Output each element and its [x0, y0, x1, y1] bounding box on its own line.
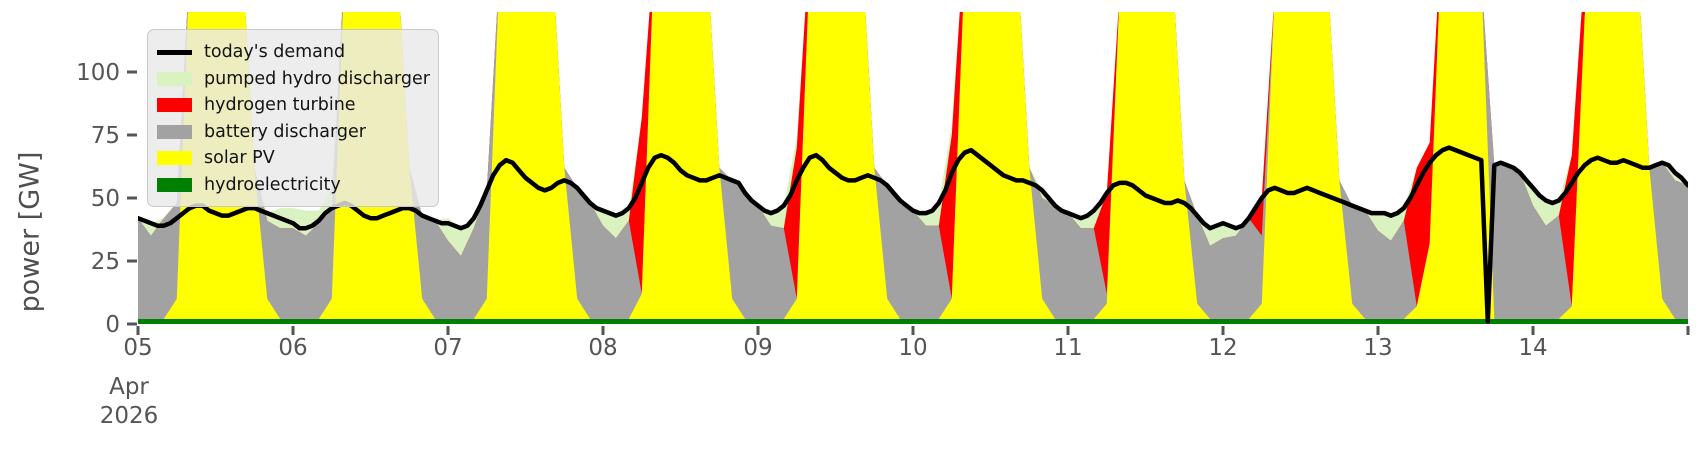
- x-tick-mark: [291, 326, 295, 335]
- axis-ticks: 0 25 50 75 100 05 06 07 08 09 10 11 12 13 14 Apr 2026: [76, 60, 1690, 429]
- legend-label: hydrogen turbine: [204, 95, 356, 116]
- legend-patch-swatch: [157, 151, 192, 166]
- legend-patch-swatch: [157, 71, 192, 86]
- legend-item-solar-pv: solar PV: [157, 145, 426, 172]
- x-tick-label: 05: [123, 335, 152, 361]
- y-tick-label: 100: [76, 60, 120, 86]
- x-tick-mark: [446, 326, 450, 335]
- area-solar-pv: [138, 12, 1688, 324]
- x-tick-label: 08: [588, 335, 617, 361]
- y-tick-mark: [127, 196, 137, 200]
- x-tick-label: 09: [743, 335, 772, 361]
- legend-item-hydroelectricity: hydroelectricity: [157, 172, 426, 199]
- legend-line-swatch: [157, 50, 192, 55]
- x-axis-month-label: Apr: [109, 374, 149, 400]
- y-tick-mark: [127, 322, 137, 326]
- x-tick-mark: [1376, 326, 1380, 335]
- x-tick-label: 11: [1053, 335, 1082, 361]
- legend-label: battery discharger: [204, 121, 366, 142]
- area-hydroelectricity: [138, 319, 1688, 324]
- legend-item-today-s-demand: today's demand: [157, 39, 426, 66]
- x-tick-mark: [756, 326, 760, 335]
- x-tick-mark: [911, 326, 915, 335]
- legend-item-hydrogen-turbine: hydrogen turbine: [157, 92, 426, 119]
- y-tick-label: 25: [91, 249, 120, 275]
- y-tick-label: 50: [91, 186, 120, 212]
- y-axis-label: power [GW]: [14, 151, 46, 313]
- x-tick-label: 14: [1518, 335, 1547, 361]
- legend-label: pumped hydro discharger: [204, 68, 430, 89]
- legend-item-pumped-hydro-discharger: pumped hydro discharger: [157, 66, 430, 93]
- legend-item-battery-discharger: battery discharger: [157, 119, 426, 146]
- x-tick-label: 12: [1208, 335, 1237, 361]
- legend-patch-swatch: [157, 177, 192, 192]
- y-tick-mark: [127, 259, 137, 263]
- y-tick-label: 0: [105, 312, 120, 338]
- x-tick-label: 13: [1363, 335, 1392, 361]
- legend-label: today's demand: [204, 42, 346, 63]
- x-tick-mark: [1686, 326, 1690, 335]
- x-tick-label: 07: [433, 335, 462, 361]
- x-tick-label: 06: [278, 335, 307, 361]
- x-axis-year-label: 2026: [100, 403, 159, 429]
- x-tick-label: 10: [898, 335, 927, 361]
- y-tick-mark: [127, 133, 137, 137]
- x-tick-mark: [1531, 326, 1535, 335]
- demand-line: [138, 145, 1688, 324]
- x-tick-mark: [601, 326, 605, 335]
- y-tick-label: 75: [91, 123, 120, 149]
- legend-label: hydroelectricity: [204, 174, 341, 195]
- legend: today's demand pumped hydro discharger hyd…: [147, 29, 439, 207]
- legend-patch-swatch: [157, 98, 192, 113]
- x-tick-mark: [1221, 326, 1225, 335]
- x-tick-mark: [136, 326, 140, 335]
- legend-label: solar PV: [204, 148, 275, 169]
- legend-patch-swatch: [157, 124, 192, 139]
- y-tick-mark: [127, 70, 137, 74]
- x-tick-mark: [1066, 326, 1070, 335]
- stacked-areas: [138, 12, 1688, 324]
